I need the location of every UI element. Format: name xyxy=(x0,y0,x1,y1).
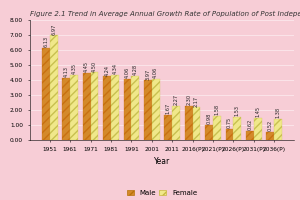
Text: 1.53: 1.53 xyxy=(235,105,240,116)
Text: 4.06: 4.06 xyxy=(153,67,158,78)
Text: 4.45: 4.45 xyxy=(84,61,89,72)
Bar xyxy=(131,76,139,140)
Text: 4.06: 4.06 xyxy=(125,67,130,78)
Text: 4.24: 4.24 xyxy=(105,64,110,76)
Bar xyxy=(70,75,78,140)
Text: 0.62: 0.62 xyxy=(248,119,253,130)
Bar xyxy=(83,73,91,140)
Bar xyxy=(91,72,98,140)
Bar xyxy=(246,131,254,140)
Text: 2.30: 2.30 xyxy=(186,93,191,105)
Bar xyxy=(266,132,274,140)
Text: 0.98: 0.98 xyxy=(207,113,212,124)
Bar xyxy=(164,115,172,140)
Text: 3.97: 3.97 xyxy=(146,68,150,80)
Text: 6.13: 6.13 xyxy=(44,36,48,47)
X-axis label: Year: Year xyxy=(154,158,170,166)
Text: 4.28: 4.28 xyxy=(133,64,138,75)
Bar xyxy=(62,78,70,140)
Bar xyxy=(124,79,131,140)
Bar xyxy=(254,118,262,140)
Bar xyxy=(111,75,119,140)
Legend: Male, Female: Male, Female xyxy=(124,187,200,199)
Text: 2.27: 2.27 xyxy=(174,94,178,105)
Text: 4.50: 4.50 xyxy=(92,60,97,72)
Text: 1.38: 1.38 xyxy=(276,107,280,118)
Bar xyxy=(144,80,152,140)
Text: 0.52: 0.52 xyxy=(268,120,273,131)
Bar xyxy=(50,35,58,140)
Text: 1.58: 1.58 xyxy=(214,104,219,115)
Text: 6.97: 6.97 xyxy=(51,23,56,35)
Text: 0.75: 0.75 xyxy=(227,117,232,128)
Bar xyxy=(185,106,193,140)
Text: 2.17: 2.17 xyxy=(194,96,199,107)
Bar xyxy=(205,125,213,140)
Bar xyxy=(103,76,111,140)
Text: Figure 2.1 Trend in Average Annual Growth Rate of Population of Post Independenc: Figure 2.1 Trend in Average Annual Growt… xyxy=(30,11,300,17)
Text: 1.67: 1.67 xyxy=(166,103,171,114)
Bar xyxy=(152,79,160,140)
Text: 4.34: 4.34 xyxy=(112,63,117,74)
Text: 4.13: 4.13 xyxy=(64,66,69,77)
Bar xyxy=(233,117,241,140)
Bar xyxy=(193,107,200,140)
Bar xyxy=(274,119,282,140)
Text: 4.35: 4.35 xyxy=(71,63,76,74)
Bar xyxy=(42,48,50,140)
Text: 1.45: 1.45 xyxy=(255,106,260,117)
Bar xyxy=(226,129,233,140)
Bar xyxy=(213,116,221,140)
Bar xyxy=(172,106,180,140)
